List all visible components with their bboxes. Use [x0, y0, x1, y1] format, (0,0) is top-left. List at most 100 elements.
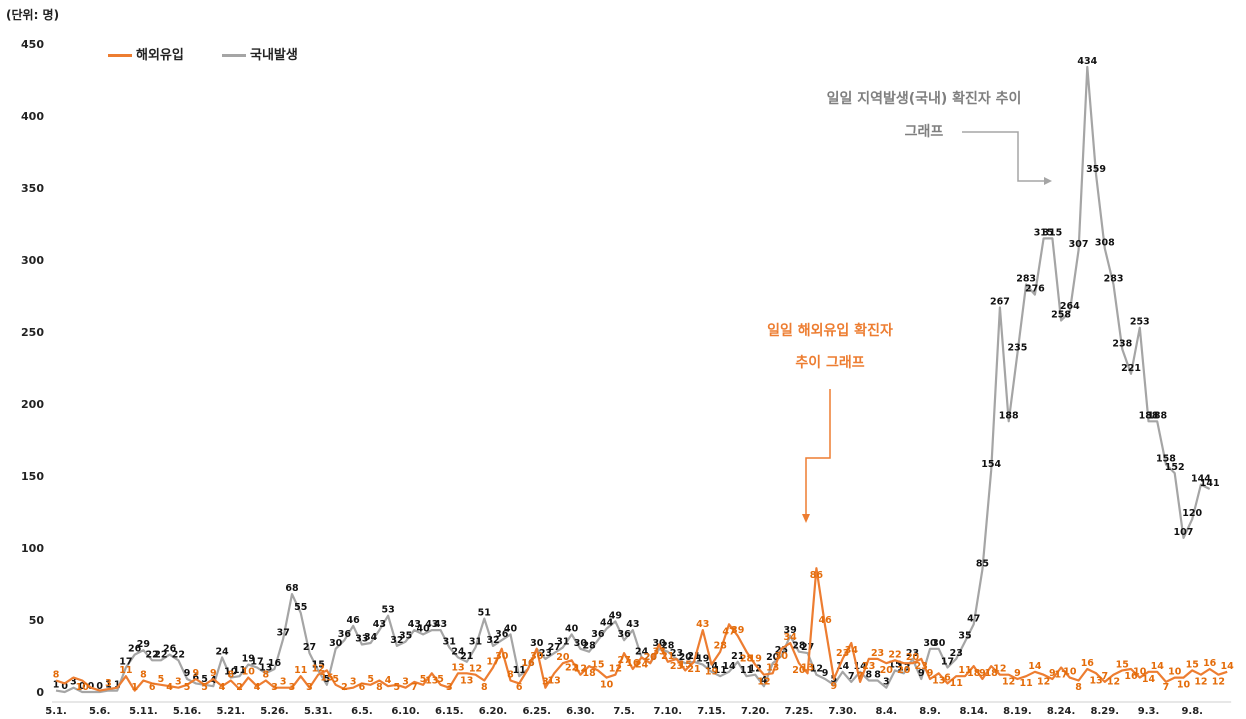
data-label: 36	[338, 629, 352, 640]
annotation-text: 추이 그래프	[795, 354, 864, 371]
data-label: 23	[950, 648, 963, 659]
data-label: 11	[958, 665, 971, 676]
data-label: 36	[495, 629, 509, 640]
data-label: 16	[1081, 658, 1095, 669]
data-label: 34	[845, 645, 859, 656]
data-label: 8	[53, 669, 60, 680]
data-label: 27	[303, 642, 316, 653]
data-label: 23	[539, 648, 552, 659]
data-label: 3	[280, 677, 287, 688]
data-label: 13	[801, 662, 814, 673]
data-label: 36	[617, 629, 631, 640]
x-tick-label: 6.30.	[566, 706, 594, 717]
annotation-text: 일일 지역발생(국내) 확진자 추이	[827, 90, 1022, 107]
data-label: 27	[617, 655, 630, 666]
data-label: 12	[574, 664, 587, 675]
data-label: 19	[242, 654, 255, 665]
series-line	[55, 65, 1211, 694]
data-label: 235	[1007, 343, 1027, 354]
data-label: 7	[848, 671, 855, 682]
data-label: 5	[437, 674, 444, 685]
data-label: 24	[451, 646, 465, 657]
data-label: 4	[210, 675, 217, 686]
data-label: 8	[1075, 682, 1082, 693]
data-label: 16	[268, 658, 282, 669]
legend-label-overseas: 해외유입	[136, 48, 184, 63]
data-label: 23	[871, 648, 884, 659]
data-label: 13	[460, 675, 473, 686]
data-label: 22	[146, 649, 159, 660]
x-tick-label: 6.15.	[435, 706, 463, 717]
y-tick-label: 400	[21, 110, 44, 123]
data-label: 30	[574, 638, 588, 649]
data-label: 0	[61, 681, 68, 692]
data-label: 3	[883, 677, 890, 688]
data-label: 308	[1095, 237, 1115, 248]
data-label: 23	[670, 661, 683, 672]
data-label: 10	[76, 682, 90, 693]
data-label: 34	[364, 632, 378, 643]
data-label: 3	[105, 678, 112, 689]
data-label: 1	[114, 680, 121, 691]
series-line	[55, 567, 1228, 692]
data-label: 55	[294, 602, 307, 613]
x-tick-label: 9.3.	[1138, 706, 1160, 717]
legend-swatch-domestic	[222, 54, 246, 57]
x-tick-label: 6.25.	[522, 706, 550, 717]
data-label: 9	[927, 668, 934, 679]
data-label: 21	[661, 651, 674, 662]
data-label: 12	[312, 664, 325, 675]
data-label: 0	[96, 681, 103, 692]
data-label: 28	[661, 641, 675, 652]
data-label: 14	[1142, 674, 1156, 685]
annotation-text: 그래프	[905, 124, 944, 140]
data-label: 19	[705, 667, 718, 678]
data-label: 20	[766, 652, 780, 663]
data-label: 9	[193, 668, 200, 679]
data-label: 23	[670, 648, 683, 659]
y-axis: 0 50 100 150 200 250 300 350 400 450	[21, 38, 44, 699]
data-label: 11	[714, 665, 727, 676]
data-label: 3	[306, 682, 313, 693]
data-label: 2	[236, 682, 243, 693]
data-label: 43	[408, 619, 421, 630]
data-label: 9	[1014, 668, 1021, 679]
data-label: 276	[1025, 284, 1045, 295]
data-label: 8	[140, 669, 147, 680]
x-tick-label: 8.14.	[959, 706, 987, 717]
data-label: 43	[626, 619, 639, 630]
y-tick-label: 450	[21, 38, 44, 51]
data-label: 47	[722, 626, 735, 637]
data-label: 0	[79, 681, 86, 692]
data-label: 18	[583, 668, 597, 679]
data-label: 21	[687, 664, 700, 675]
x-tick-label: 7.5.	[613, 706, 635, 717]
annotation-arrowhead	[802, 514, 810, 523]
unit-label: (단위: 명)	[6, 8, 60, 22]
data-label: 43	[425, 619, 438, 630]
x-tick-label: 5.11.	[129, 706, 157, 717]
data-label: 27	[548, 642, 561, 653]
data-label: 6	[359, 682, 366, 693]
data-label: 8	[481, 682, 488, 693]
data-label: 3	[175, 677, 182, 688]
x-tick-label: 5.1.	[45, 706, 67, 717]
data-label: 31	[556, 636, 569, 647]
data-label: 8	[874, 669, 881, 680]
data-label: 15	[320, 672, 333, 683]
data-label: 12	[1194, 677, 1207, 688]
data-label: 16	[1203, 658, 1217, 669]
x-axis: 5.1. 5.6. 5.11. 5.16. 5.21. 5.26. 5.31. 6.5. 6.1…	[45, 701, 1232, 717]
data-label: 12	[1037, 677, 1050, 688]
data-label: 10	[1063, 667, 1077, 678]
data-label: 15	[1116, 659, 1129, 670]
data-label: 7	[857, 671, 864, 682]
data-label: 8	[227, 669, 234, 680]
data-label: 188	[1147, 410, 1167, 421]
x-tick-label: 8.24.	[1047, 706, 1075, 717]
data-label: 11	[233, 665, 246, 676]
data-label: 11	[513, 665, 526, 676]
